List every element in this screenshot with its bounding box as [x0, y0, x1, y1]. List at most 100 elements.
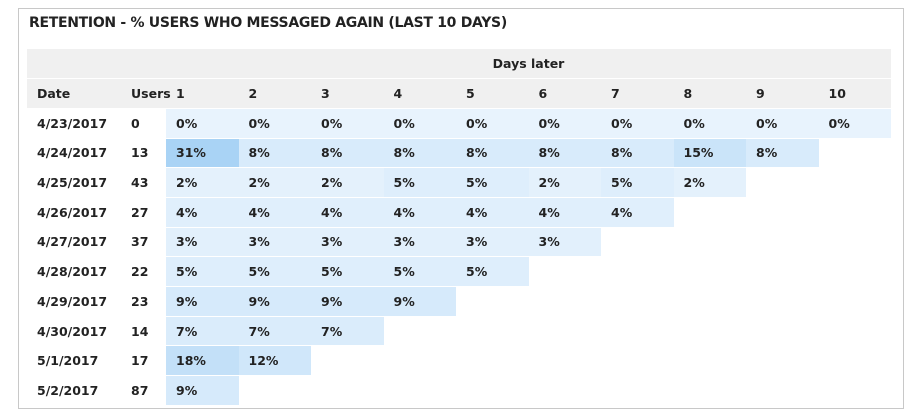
retention-cell: 5% — [238, 256, 311, 287]
empty-cell — [818, 256, 891, 287]
retention-cell: 9% — [166, 375, 239, 406]
retention-cell: 9% — [311, 286, 384, 317]
retention-cell: 3% — [238, 227, 311, 258]
table-row: 4/27/2017 37 3% 3% 3% 3% 3% 3% — [27, 227, 891, 258]
retention-cell: 0% — [673, 108, 746, 139]
table-row: 4/26/2017 27 4% 4% 4% 4% 4% 4% 4% — [27, 197, 891, 228]
empty-cell — [818, 167, 891, 198]
empty-cell — [746, 375, 819, 406]
empty-cell — [746, 286, 819, 317]
empty-cell — [528, 345, 601, 377]
retention-cell: 8% — [311, 138, 384, 169]
table-row: 4/23/2017 0 0% 0% 0% 0% 0% 0% 0% 0% 0% 0% — [27, 108, 891, 139]
retention-cell: 0% — [818, 108, 891, 139]
empty-cell — [818, 286, 891, 317]
retention-cell: 4% — [311, 197, 384, 228]
retention-cell: 0% — [528, 108, 601, 139]
empty-cell — [311, 375, 384, 406]
table-row: 4/25/2017 43 2% 2% 2% 5% 5% 2% 5% 2% — [27, 167, 891, 198]
users-cell: 0 — [121, 108, 166, 139]
users-cell: 23 — [121, 286, 166, 317]
empty-cell — [456, 375, 529, 406]
table-row: 5/1/2017 17 18% 12% — [27, 345, 891, 377]
column-header: 7 — [601, 78, 674, 109]
empty-cell — [746, 345, 819, 377]
users-cell: 43 — [121, 167, 166, 198]
retention-cell: 5% — [166, 256, 239, 287]
date-cell: 5/1/2017 — [27, 345, 121, 377]
date-cell: 4/23/2017 — [27, 108, 121, 139]
retention-cell: 9% — [383, 286, 456, 317]
date-cell: 5/2/2017 — [27, 375, 121, 406]
empty-cell — [818, 227, 891, 258]
date-cell: 4/24/2017 — [27, 138, 121, 169]
date-cell: 4/30/2017 — [27, 316, 121, 347]
date-cell: 4/28/2017 — [27, 256, 121, 287]
column-header-row: Date Users 1 2 3 4 5 6 7 8 9 10 — [27, 78, 891, 109]
retention-cell: 8% — [528, 138, 601, 169]
table-row: 4/24/2017 13 31% 8% 8% 8% 8% 8% 8% 15% 8% — [27, 138, 891, 169]
date-cell: 4/25/2017 — [27, 167, 121, 198]
empty-cell — [528, 316, 601, 347]
retention-cell: 7% — [238, 316, 311, 347]
empty-cell — [746, 316, 819, 347]
empty-cell — [311, 345, 384, 377]
empty-cell — [673, 197, 746, 228]
retention-cell: 3% — [456, 227, 529, 258]
empty-cell — [673, 345, 746, 377]
empty-cell — [528, 375, 601, 406]
retention-cell: 2% — [238, 167, 311, 198]
retention-cell: 5% — [311, 256, 384, 287]
retention-cell: 5% — [456, 167, 529, 198]
table-row: 4/29/2017 23 9% 9% 9% 9% — [27, 286, 891, 317]
retention-cell: 3% — [311, 227, 384, 258]
empty-cell — [818, 316, 891, 347]
empty-cell — [383, 345, 456, 377]
column-header: 10 — [818, 78, 891, 109]
empty-cell — [746, 227, 819, 258]
column-header: Date — [27, 78, 121, 109]
retention-cell: 4% — [166, 197, 239, 228]
retention-cell: 2% — [166, 167, 239, 198]
date-cell: 4/29/2017 — [27, 286, 121, 317]
retention-cell: 5% — [601, 167, 674, 198]
users-cell: 37 — [121, 227, 166, 258]
table-head: Days later Date Users 1 2 3 4 5 6 7 8 9 10 — [27, 49, 891, 109]
retention-cell: 15% — [673, 138, 746, 169]
empty-cell — [746, 167, 819, 198]
retention-table: Days later Date Users 1 2 3 4 5 6 7 8 9 10 4/23/201… — [27, 49, 891, 406]
column-header: 3 — [311, 78, 384, 109]
users-cell: 17 — [121, 345, 166, 377]
empty-cell — [818, 138, 891, 169]
empty-cell — [818, 375, 891, 406]
column-header: Users — [121, 78, 171, 109]
retention-cell: 9% — [166, 286, 239, 317]
column-header: 2 — [238, 78, 311, 109]
retention-cell: 2% — [311, 167, 384, 198]
empty-cell — [746, 197, 819, 228]
retention-cell: 0% — [383, 108, 456, 139]
empty-cell — [673, 227, 746, 258]
group-header-row: Days later — [27, 49, 891, 80]
retention-cell: 3% — [528, 227, 601, 258]
retention-cell: 0% — [311, 108, 384, 139]
empty-cell — [601, 286, 674, 317]
group-header: Days later — [166, 49, 891, 80]
retention-cell: 7% — [166, 316, 239, 347]
retention-cell: 18% — [166, 345, 239, 377]
retention-cell: 4% — [238, 197, 311, 228]
column-header: 9 — [746, 78, 819, 109]
empty-cell — [601, 227, 674, 258]
empty-cell — [673, 256, 746, 287]
retention-cell: 2% — [673, 167, 746, 198]
retention-cell: 0% — [746, 108, 819, 139]
retention-cell: 8% — [383, 138, 456, 169]
retention-cell: 7% — [311, 316, 384, 347]
retention-cell: 5% — [383, 167, 456, 198]
retention-cell: 12% — [238, 345, 311, 377]
column-header: 8 — [673, 78, 746, 109]
table-row: 5/2/2017 87 9% — [27, 375, 891, 406]
retention-cell: 4% — [528, 197, 601, 228]
retention-cell: 8% — [238, 138, 311, 169]
empty-cell — [456, 345, 529, 377]
